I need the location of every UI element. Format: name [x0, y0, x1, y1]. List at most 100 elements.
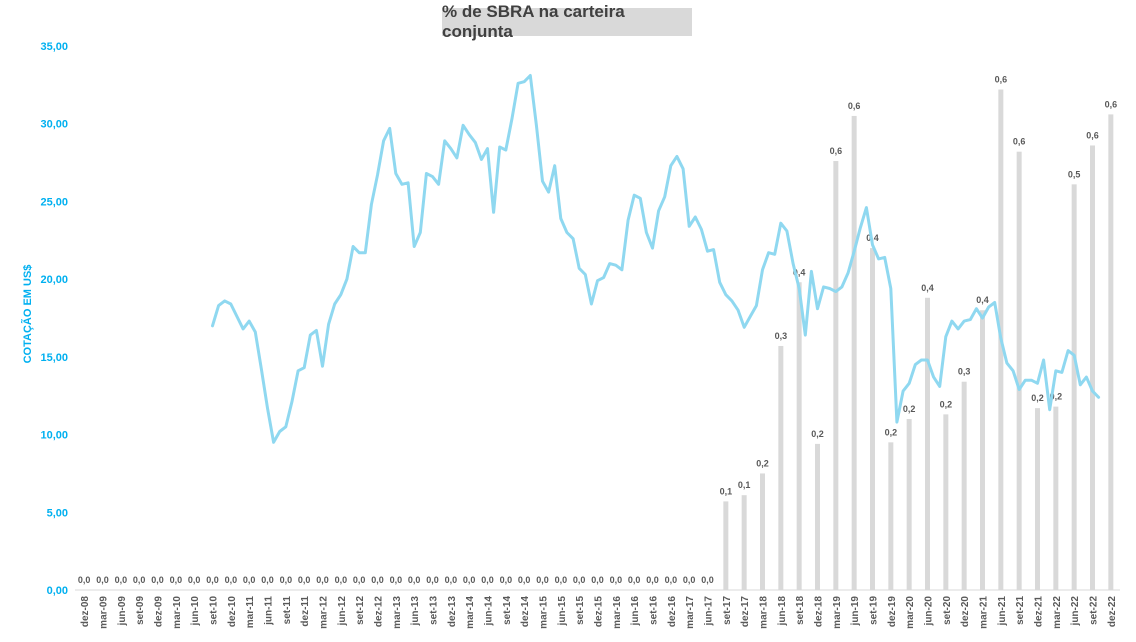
x-tick-label: dez-16	[667, 596, 678, 628]
x-tick-label: dez-20	[960, 596, 971, 628]
x-tick-label: mar-15	[539, 596, 550, 629]
bar	[833, 161, 839, 590]
x-tick-label: set-19	[869, 596, 880, 625]
bar-data-label: 0,0	[481, 575, 494, 585]
bar-data-label: 0,0	[371, 575, 384, 585]
bar	[1016, 151, 1022, 591]
bar-data-label: 0,0	[243, 575, 256, 585]
bar	[943, 414, 949, 590]
bar-data-label: 0,0	[683, 575, 696, 585]
x-tick-label: set-22	[1089, 596, 1100, 625]
bar-data-label: 0,0	[335, 575, 348, 585]
bar-data-label: 0,0	[500, 575, 513, 585]
y-tick-label: 20,00	[40, 274, 68, 286]
x-tick-label: dez-13	[447, 596, 458, 628]
bar-data-label: 0,0	[353, 575, 366, 585]
bar	[906, 419, 912, 590]
bar	[980, 310, 985, 590]
x-tick-label: dez-19	[887, 596, 898, 628]
bar-data-label: 0,6	[1086, 130, 1099, 140]
bar-data-label: 0,0	[316, 575, 329, 585]
x-tick-label: mar-21	[979, 596, 990, 629]
x-tick-label: mar-22	[1052, 596, 1063, 629]
bar	[1071, 184, 1077, 590]
bar-data-label: 0,0	[115, 575, 128, 585]
bar-data-label: 0,1	[738, 480, 751, 490]
bar-data-label: 0,2	[903, 404, 916, 414]
chart-title: % de SBRA na carteira conjunta	[442, 2, 692, 41]
x-tick-label: dez-12	[374, 596, 385, 628]
x-tick-label: set-12	[355, 596, 366, 625]
x-tick-label: jun-12	[337, 596, 348, 627]
x-tick-label: set-16	[649, 596, 660, 625]
x-tick-label: jun-16	[630, 596, 641, 627]
y-axis-label: COTAÇÃO EM US$	[22, 264, 34, 364]
bar-data-label: 0,0	[133, 575, 146, 585]
x-tick-label: mar-19	[832, 596, 843, 629]
bar-data-label: 0,0	[555, 575, 568, 585]
y-tick-label: 35,00	[40, 41, 68, 53]
x-tick-label: set-18	[795, 596, 806, 625]
x-tick-label: dez-15	[594, 596, 605, 628]
bar	[1108, 114, 1114, 590]
x-tick-label: mar-18	[759, 596, 770, 629]
y-tick-label: 15,00	[40, 352, 68, 364]
bar-data-label: 0,0	[390, 575, 403, 585]
x-tick-label: jun-22	[1070, 596, 1081, 627]
x-tick-label: dez-11	[300, 596, 311, 627]
bar	[1090, 145, 1095, 590]
x-tick-label: mar-11	[245, 596, 256, 629]
bar-data-label: 0,0	[261, 575, 274, 585]
y-tick-label: 10,00	[40, 430, 68, 442]
x-tick-label: mar-16	[612, 596, 623, 629]
x-tick-label: dez-09	[154, 596, 165, 628]
x-tick-label: jun-20	[924, 596, 935, 627]
x-tick-label: jun-14	[484, 596, 495, 627]
x-tick-label: dez-14	[520, 596, 531, 628]
bar-data-label: 0,0	[408, 575, 421, 585]
bar-data-label: 0,3	[775, 331, 788, 341]
y-tick-label: 25,00	[40, 196, 68, 208]
x-tick-label: set-11	[282, 596, 293, 625]
bar-data-label: 0,0	[463, 575, 476, 585]
bar-data-label: 0,0	[298, 575, 311, 585]
x-tick-label: set-09	[135, 596, 146, 625]
bar-data-label: 0,4	[793, 267, 806, 277]
x-tick-label: dez-10	[227, 596, 238, 628]
bar-data-label: 0,0	[426, 575, 439, 585]
bar	[888, 442, 894, 590]
bar-data-label: 0,3	[958, 367, 971, 377]
bar-data-label: 0,0	[591, 575, 604, 585]
bar-data-label: 0,2	[1031, 393, 1044, 403]
bar-data-label: 0,0	[628, 575, 641, 585]
x-tick-label: jun-09	[117, 596, 128, 627]
x-tick-label: mar-13	[392, 596, 403, 629]
x-tick-labels: dez-08 mar-09 jun-09 set-09 dez-09 mar-10 jun-…	[80, 596, 1118, 629]
bar-data-label: 0,2	[756, 458, 769, 468]
bar-data-label: 0,6	[1105, 99, 1118, 109]
x-tick-label: set-21	[1015, 596, 1026, 625]
bar-data-label: 0,0	[646, 575, 659, 585]
x-tick-label: dez-18	[814, 596, 825, 628]
bar-data-label: 0,6	[1013, 137, 1026, 147]
bar-data-label: 0,0	[170, 575, 183, 585]
bar-data-label: 0,1	[720, 486, 733, 496]
bar	[961, 381, 967, 590]
bar	[1035, 408, 1040, 590]
x-tick-label: set-17	[722, 596, 733, 625]
y-tick-label: 5,00	[47, 507, 68, 519]
x-tick-label: mar-17	[685, 596, 696, 629]
x-tick-label: set-20	[942, 596, 953, 625]
bar-data-label: 0,6	[995, 75, 1008, 85]
bar-data-label: 0,2	[811, 429, 824, 439]
bar-data-label: 0,0	[518, 575, 531, 585]
x-tick-label: jun-17	[704, 596, 715, 627]
x-tick-label: jun-21	[997, 596, 1008, 627]
bar-data-label: 0,0	[96, 575, 109, 585]
bar-data-label: 0,6	[848, 101, 861, 111]
bar-data-label: 0,0	[610, 575, 623, 585]
bar-data-label: 0,0	[701, 575, 714, 585]
bar	[870, 248, 875, 591]
bar	[723, 501, 729, 590]
